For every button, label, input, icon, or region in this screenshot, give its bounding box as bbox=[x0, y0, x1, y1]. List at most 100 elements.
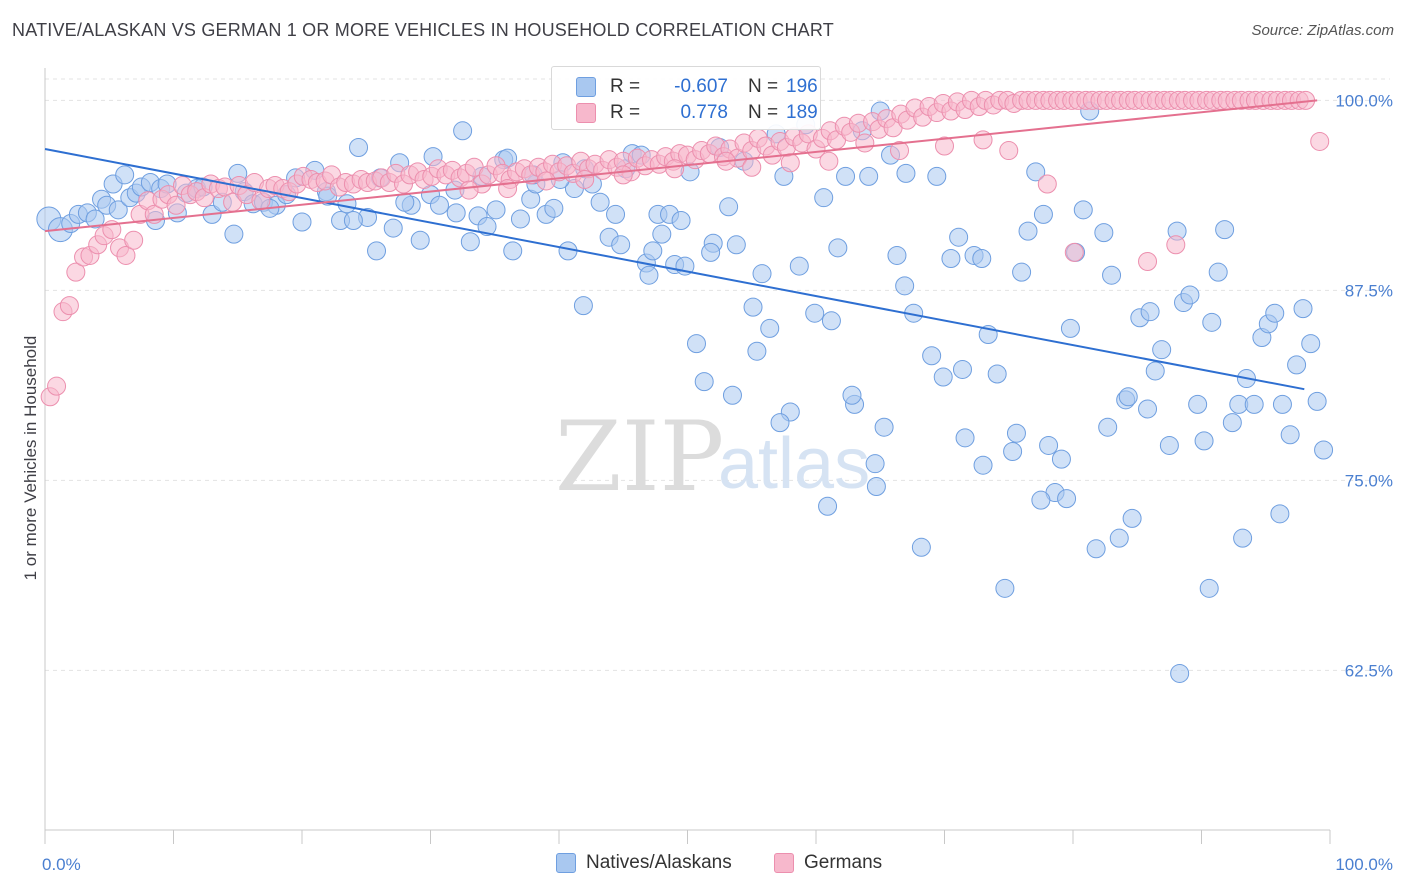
natives-point bbox=[453, 121, 473, 141]
natives-point bbox=[747, 341, 767, 361]
germans-point bbox=[742, 157, 762, 177]
natives-point bbox=[606, 204, 626, 224]
germans-point bbox=[166, 195, 186, 215]
natives-point bbox=[1202, 312, 1222, 332]
natives-point bbox=[1094, 223, 1114, 243]
natives-point bbox=[1033, 204, 1053, 224]
legend-item-natives[interactable]: Natives/Alaskans bbox=[556, 852, 732, 874]
natives-point bbox=[1051, 449, 1071, 469]
natives-point bbox=[1057, 489, 1077, 509]
natives-point bbox=[949, 227, 969, 247]
natives-legend-swatch bbox=[556, 853, 576, 873]
gridlines bbox=[45, 78, 1390, 671]
germans-swatch bbox=[576, 103, 596, 123]
natives-point bbox=[1060, 318, 1080, 338]
natives-point bbox=[1031, 490, 1051, 510]
germans-point bbox=[459, 180, 479, 200]
germans-point bbox=[59, 296, 79, 316]
natives-point bbox=[719, 197, 739, 217]
natives-point bbox=[694, 372, 714, 392]
natives-point bbox=[1039, 435, 1059, 455]
natives-point bbox=[1293, 299, 1313, 319]
natives-point bbox=[1272, 394, 1292, 414]
correlation-legend: R = -0.607 N = 196 R = 0.778 N = 189 bbox=[551, 66, 821, 130]
tick-labels: 100.0% 87.5% 75.0% 62.5% 0.0% 100.0% bbox=[42, 91, 1393, 874]
natives-point bbox=[1222, 413, 1242, 433]
natives-point bbox=[590, 192, 610, 212]
natives-point bbox=[292, 212, 312, 232]
natives-point bbox=[115, 165, 135, 185]
natives-point bbox=[510, 209, 530, 229]
natives-point bbox=[1152, 340, 1172, 360]
natives-point bbox=[1233, 528, 1253, 548]
natives-point bbox=[887, 245, 907, 265]
natives-point bbox=[460, 232, 480, 252]
y-tick-label: 100.0% bbox=[1335, 91, 1393, 110]
natives-point bbox=[1307, 391, 1327, 411]
n-label: N = bbox=[748, 102, 779, 123]
natives-point bbox=[503, 241, 523, 261]
natives-point bbox=[874, 417, 894, 437]
natives-point bbox=[544, 198, 564, 218]
natives-point bbox=[1118, 387, 1138, 407]
natives-point bbox=[814, 188, 834, 208]
natives-point bbox=[643, 241, 663, 261]
natives-point bbox=[429, 195, 449, 215]
natives-point bbox=[726, 235, 746, 255]
natives-point bbox=[224, 224, 244, 244]
natives-point bbox=[743, 297, 763, 317]
natives-point bbox=[1270, 504, 1290, 524]
r-value: 0.778 bbox=[680, 102, 728, 123]
germans-point bbox=[819, 151, 839, 171]
germans-point bbox=[780, 153, 800, 173]
natives-point bbox=[349, 138, 369, 158]
natives-point bbox=[1122, 508, 1142, 528]
natives-point bbox=[752, 264, 772, 284]
natives-point bbox=[955, 428, 975, 448]
natives-point bbox=[383, 218, 403, 238]
natives-point bbox=[343, 210, 363, 230]
natives-point bbox=[446, 203, 466, 223]
natives-point bbox=[1170, 663, 1190, 683]
natives-point bbox=[337, 194, 357, 214]
germans-point bbox=[935, 136, 954, 156]
natives-point bbox=[896, 163, 916, 183]
natives-point bbox=[818, 496, 838, 516]
natives-point bbox=[686, 334, 706, 354]
natives-point bbox=[895, 276, 915, 296]
germans-point bbox=[1064, 242, 1084, 262]
germans-point bbox=[999, 141, 1019, 161]
natives-point bbox=[1180, 285, 1200, 305]
natives-point bbox=[1138, 399, 1158, 419]
y-tick-label: 75.0% bbox=[1345, 471, 1393, 490]
germans-point bbox=[575, 169, 595, 189]
watermark: ZIP atlas bbox=[555, 401, 870, 513]
natives-point bbox=[927, 166, 947, 186]
natives-point bbox=[1006, 423, 1026, 443]
series-legend: Natives/Alaskans Germans bbox=[0, 852, 1406, 876]
natives-point bbox=[770, 413, 790, 433]
natives-point bbox=[1208, 262, 1228, 282]
germans-point bbox=[66, 262, 86, 282]
natives-point bbox=[789, 256, 809, 276]
natives-point bbox=[973, 455, 993, 475]
natives-point bbox=[639, 265, 659, 285]
n-value: 196 bbox=[786, 76, 818, 97]
natives-point bbox=[842, 385, 862, 405]
natives-point bbox=[941, 248, 961, 268]
natives-point bbox=[85, 209, 105, 229]
natives-point bbox=[911, 537, 931, 557]
natives-point bbox=[1314, 440, 1334, 460]
natives-point bbox=[1086, 539, 1106, 559]
natives-point bbox=[573, 296, 593, 316]
legend-item-germans[interactable]: Germans bbox=[774, 852, 882, 874]
natives-point bbox=[722, 385, 742, 405]
natives-point bbox=[1265, 303, 1285, 323]
natives-point bbox=[1073, 200, 1093, 220]
natives-point bbox=[1194, 431, 1214, 451]
natives-point bbox=[805, 303, 825, 323]
natives-point bbox=[995, 578, 1015, 598]
natives-legend-label: Natives/Alaskans bbox=[586, 852, 732, 873]
trend-lines bbox=[44, 99, 1318, 391]
r-label: R = bbox=[610, 76, 641, 97]
